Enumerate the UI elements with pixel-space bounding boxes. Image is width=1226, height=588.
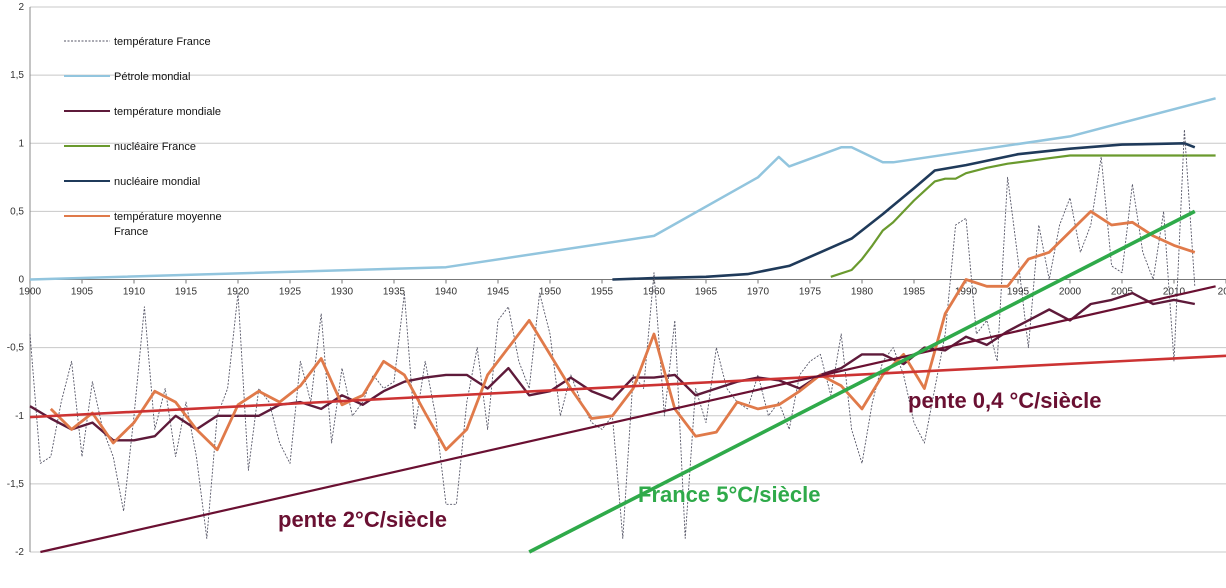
legend-label: nucléaire mondial bbox=[114, 176, 200, 188]
series-temperature-france bbox=[29, 129, 1196, 539]
x-tick-label: 1975 bbox=[799, 287, 822, 298]
trendline-france-5c bbox=[528, 209, 1196, 554]
x-tick-label: 1950 bbox=[539, 287, 562, 298]
y-tick-label: -0,5 bbox=[7, 343, 25, 354]
trend-lines bbox=[29, 209, 1226, 554]
x-tick-label: 1945 bbox=[487, 287, 510, 298]
x-tick-label: 1930 bbox=[331, 287, 354, 298]
legend-label: température France bbox=[114, 36, 211, 48]
y-tick-label: 1 bbox=[18, 138, 24, 149]
x-tick-label: 2005 bbox=[1111, 287, 1134, 298]
x-tick-label: 1925 bbox=[279, 287, 302, 298]
x-tick-label: 1965 bbox=[695, 287, 718, 298]
x-tick-label: 1915 bbox=[175, 287, 198, 298]
x-tick-label: 1995 bbox=[1007, 287, 1030, 298]
legend-label: température moyenne bbox=[114, 211, 222, 223]
annotation-slope-world: pente 0,4 °C/siècle bbox=[908, 388, 1101, 413]
x-tick-label: 1920 bbox=[227, 287, 250, 298]
y-tick-label: -2 bbox=[15, 547, 24, 558]
trendline-world-0-4 bbox=[29, 354, 1226, 419]
x-tick-label: 1900 bbox=[19, 287, 42, 298]
annotation-slope-france: France 5°C/siècle bbox=[638, 482, 820, 507]
x-tick-label: 2000 bbox=[1059, 287, 1082, 298]
legend-label: nucléaire France bbox=[114, 141, 196, 153]
x-tick-label: 1935 bbox=[383, 287, 406, 298]
y-tick-label: -1 bbox=[15, 411, 24, 422]
y-tick-label: 2 bbox=[18, 2, 24, 13]
x-tick-label: 1910 bbox=[123, 287, 146, 298]
x-tick-label: 1940 bbox=[435, 287, 458, 298]
x-tick-label: 1960 bbox=[643, 287, 666, 298]
legend-label: température mondiale bbox=[114, 106, 221, 118]
legend-label-line2: France bbox=[114, 226, 148, 238]
x-tick-label: 201 bbox=[1218, 287, 1226, 298]
x-tick-label: 2010 bbox=[1163, 287, 1186, 298]
trendline-2c bbox=[40, 285, 1216, 554]
x-tick-labels: 1900 1905 1910 1915 1920 1925 1930 1935 1940 1945… bbox=[19, 287, 1226, 298]
y-tick-label: -1,5 bbox=[7, 479, 25, 490]
legend-label: Pétrole mondial bbox=[114, 71, 190, 83]
y-tick-label: 1,5 bbox=[10, 70, 24, 81]
x-tick-label: 1980 bbox=[851, 287, 874, 298]
x-tick-label: 1905 bbox=[71, 287, 94, 298]
legend: température France Pétrole mondial tempéra… bbox=[64, 36, 222, 238]
y-tick-labels: 2 1,5 1 0,5 0 -0,5 -1 -1,5 -2 bbox=[7, 2, 25, 558]
x-tick-label: 1955 bbox=[591, 287, 614, 298]
y-tick-label: 0 bbox=[18, 275, 24, 286]
x-tick-label: 1990 bbox=[955, 287, 978, 298]
annotation-slope-2c: pente 2°C/siècle bbox=[278, 507, 447, 532]
series-petrole-mondial bbox=[29, 97, 1216, 281]
series-nucleaire-france bbox=[830, 154, 1216, 278]
x-tick-label: 1985 bbox=[903, 287, 926, 298]
x-tick-label: 1970 bbox=[747, 287, 770, 298]
series-temperature-moyenne-france bbox=[49, 209, 1196, 452]
series-lines bbox=[29, 97, 1216, 539]
y-tick-label: 0,5 bbox=[10, 206, 24, 217]
series-nucleaire-mondial bbox=[612, 142, 1196, 281]
